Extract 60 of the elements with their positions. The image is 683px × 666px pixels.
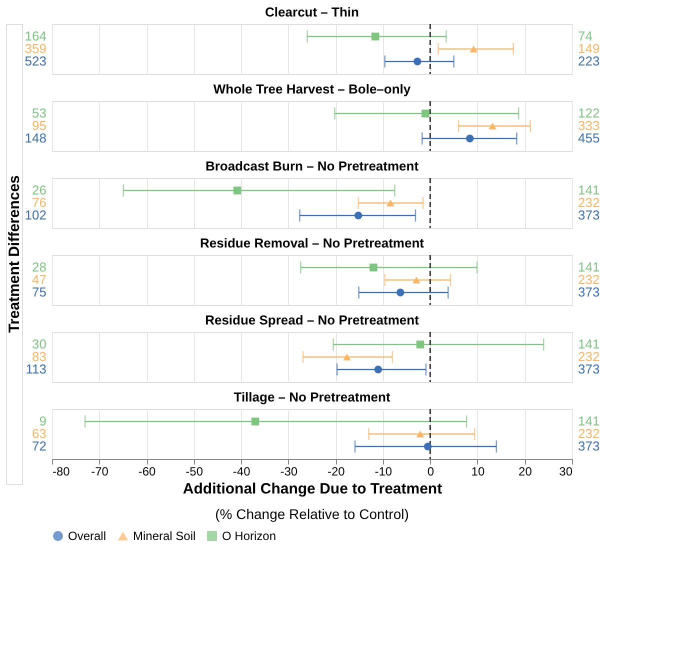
x-tick-label: -20 [327, 464, 346, 478]
text: (% Change Relative to Control) [215, 506, 409, 522]
legend-label: Mineral Soil [133, 529, 196, 543]
y2-tick-label: 373 [578, 362, 600, 376]
y2-tick-label: 373 [578, 438, 600, 454]
x-tick-label: 0 [427, 464, 434, 478]
x-tick-label: -30 [280, 464, 298, 478]
x-tick-label: 20 [518, 464, 532, 478]
chart-title: Broadcast Burn – No Pretreatment [205, 158, 420, 174]
y2-tick-label: 232 [578, 349, 600, 364]
x-axis-title: Additional Change Due to Treatment [182, 480, 442, 498]
y-axis-title: Treatment Differences [6, 175, 23, 333]
x-tick-label: 30 [559, 464, 573, 478]
y2-tick-label: 122 [578, 106, 600, 120]
y2-tick-label: 141 [578, 414, 600, 428]
y-tick-label: 76 [32, 195, 46, 210]
y-tick-label: 47 [32, 272, 46, 287]
y-tick-label: 53 [32, 106, 46, 120]
y2-tick-label: 455 [578, 130, 600, 146]
y-tick-label: 9 [39, 414, 46, 428]
y-tick-label: 164 [24, 28, 46, 44]
legend-label: Overall [68, 529, 106, 543]
x-tick-label: -80 [52, 464, 70, 478]
y2-tick-label: 373 [578, 284, 600, 300]
y-tick-label: 113 [26, 362, 46, 376]
chart-title: Tillage – No Pretreatment [234, 389, 391, 404]
x-tick-label: -60 [138, 464, 156, 478]
y2-tick-label: 74 [578, 28, 592, 44]
y-tick-label: 63 [32, 426, 46, 441]
y-tick-label: 26 [32, 182, 46, 198]
y2-tick-label: 223 [578, 54, 600, 68]
y2-tick-label: 373 [578, 208, 600, 222]
y-tick-label: 83 [32, 349, 46, 364]
y-tick-label: 75 [32, 284, 46, 300]
y2-tick-label: 141 [578, 182, 600, 198]
chart-title: Residue Spread – No Pretreatment [205, 312, 420, 328]
legend-label: O Horizon [222, 529, 276, 543]
x-tick-label: -70 [91, 464, 109, 478]
y-tick-label: 102 [24, 208, 46, 222]
y2-tick-label: 232 [578, 272, 600, 287]
x-tick-label: -50 [186, 464, 204, 478]
y-tick-label: 523 [24, 54, 46, 68]
y2-tick-label: 232 [578, 426, 600, 441]
y2-tick-label: 333 [578, 118, 600, 133]
y-tick-label: 148 [24, 130, 46, 146]
y2-tick-label: 141 [578, 260, 600, 274]
y-tick-label: 30 [32, 336, 46, 352]
y-tick-label: 72 [32, 438, 46, 454]
y-tick-label: 359 [24, 41, 46, 56]
y-tick-label: 28 [32, 260, 46, 274]
x-tick-label: 10 [471, 464, 485, 478]
x-tick-label: -40 [232, 464, 251, 478]
y2-tick-label: 232 [578, 195, 600, 210]
x-tick-label: -10 [374, 464, 392, 478]
y-tick-label: 95 [32, 118, 46, 133]
chart-title: Whole Tree Harvest – Bole–only [213, 81, 412, 96]
chart-title: Clearcut – Thin [265, 4, 360, 20]
chart-title: Residue Removal – No Pretreatment [200, 235, 425, 250]
y2-tick-label: 149 [578, 41, 600, 56]
y2-tick-label: 141 [578, 336, 600, 352]
